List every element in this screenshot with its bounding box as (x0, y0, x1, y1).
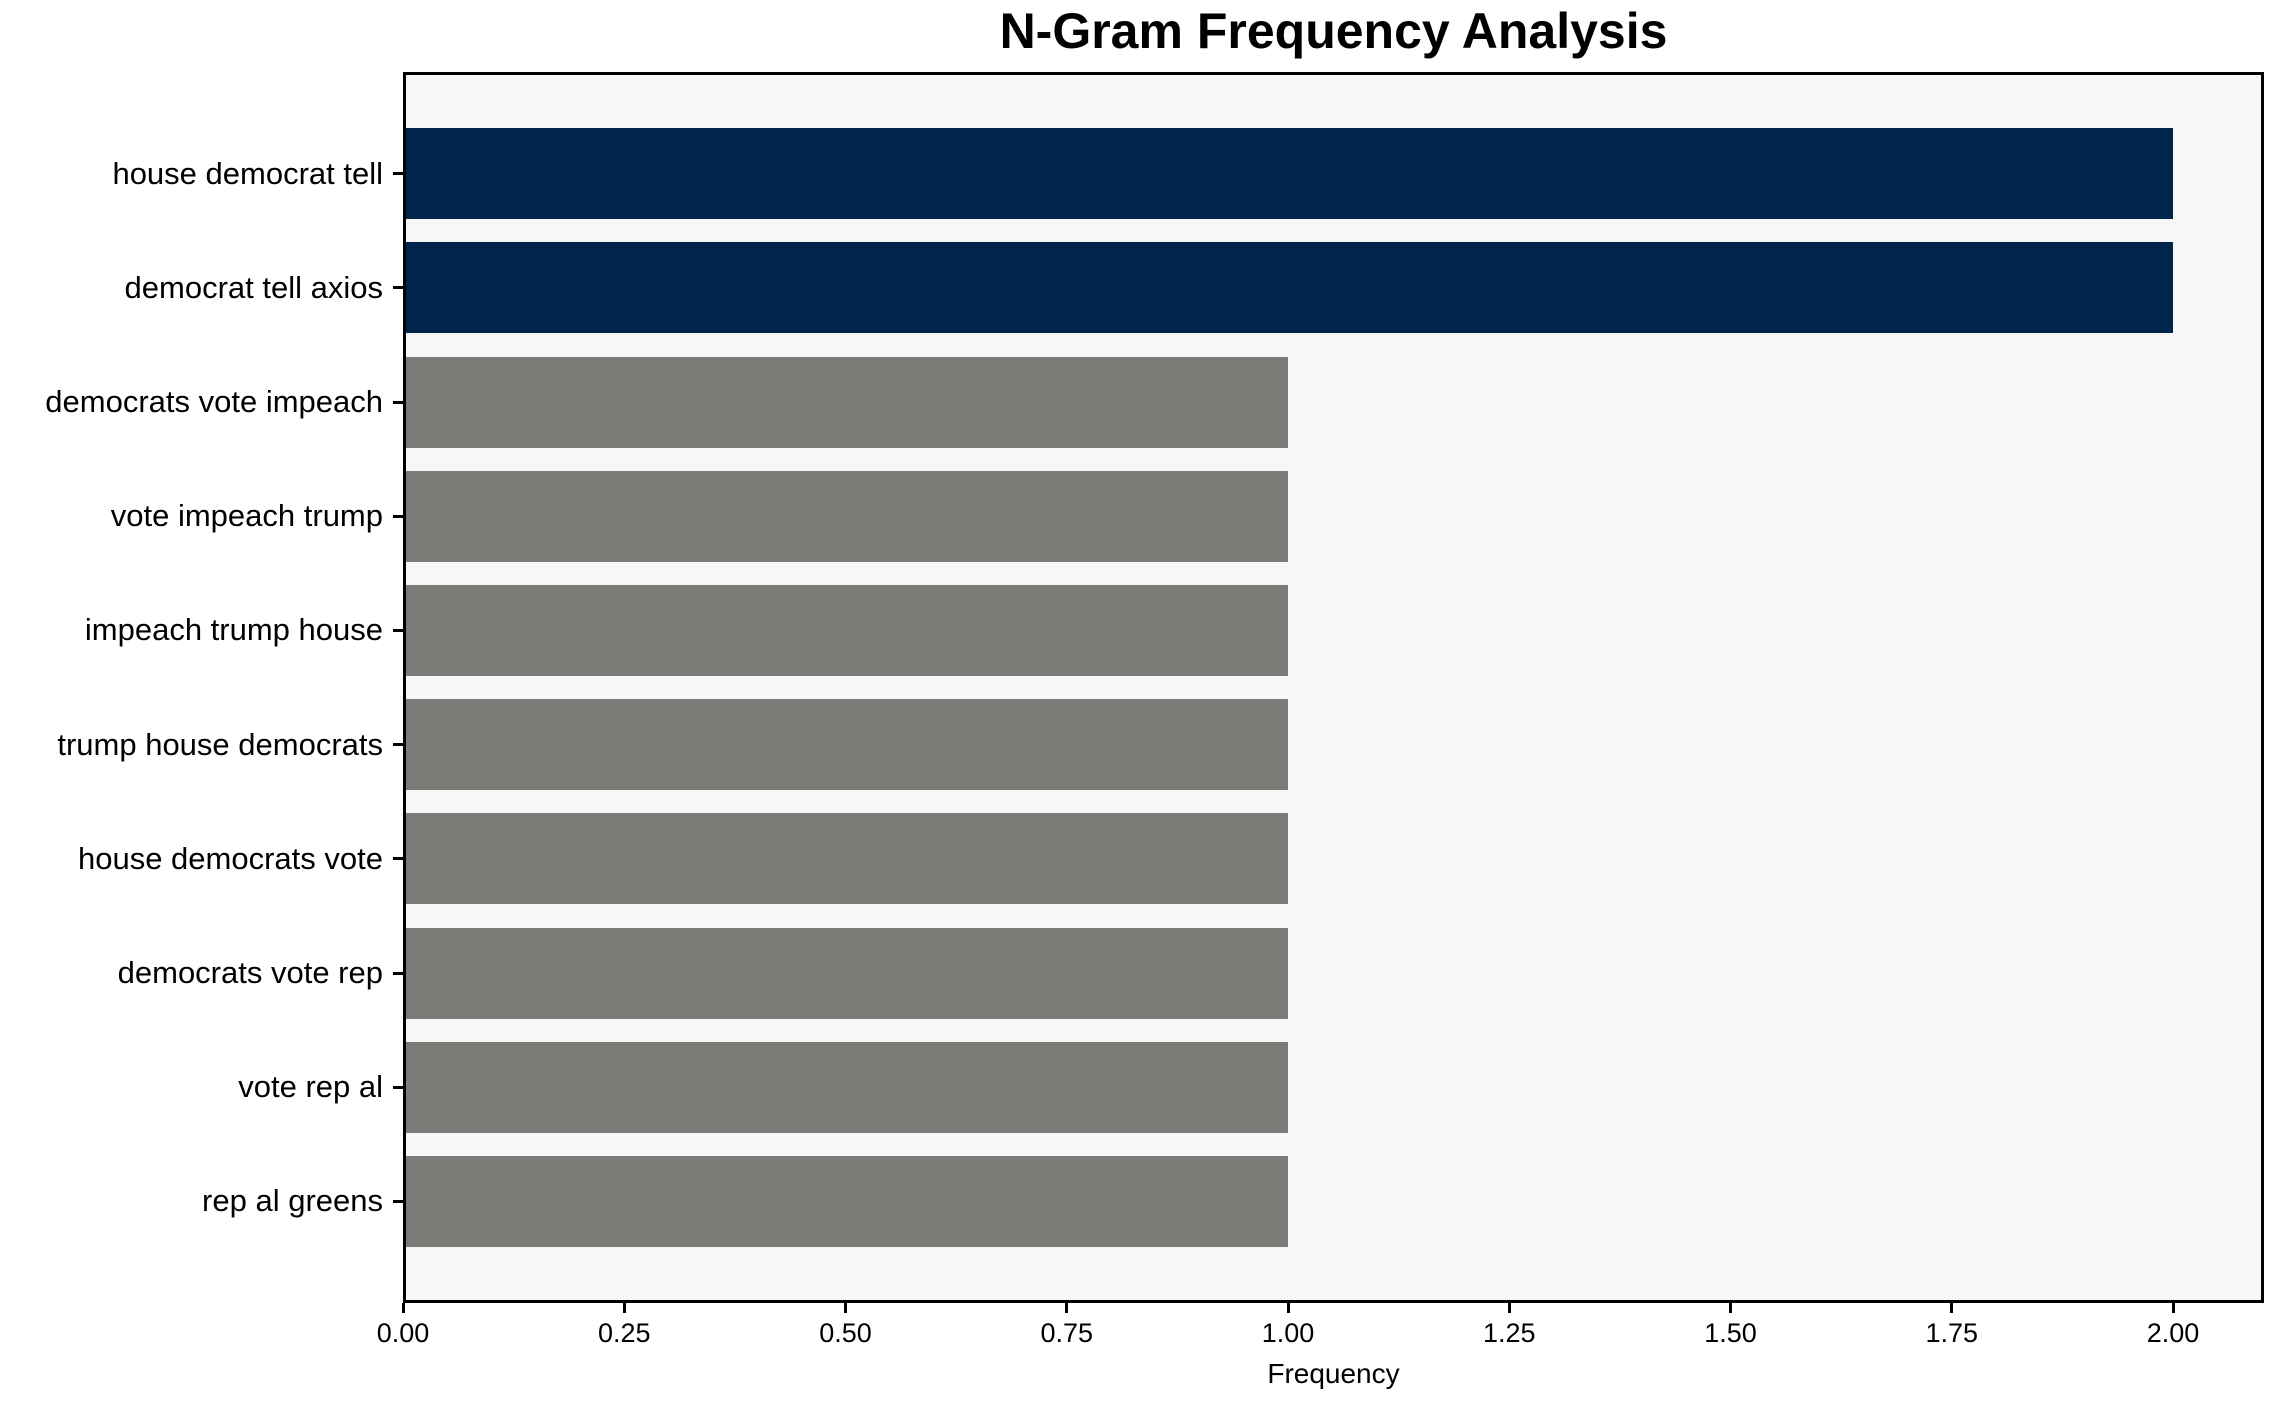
x-tick-mark (1729, 1303, 1732, 1313)
x-tick-label: 1.25 (1482, 1318, 1536, 1348)
x-tick-label: 0.50 (819, 1318, 872, 1348)
x-tick-label: 1.75 (1925, 1318, 1979, 1348)
y-tick-mark (393, 400, 403, 404)
y-tick-mark (393, 1085, 403, 1089)
chart-title: N-Gram Frequency Analysis (999, 3, 1668, 59)
x-tick-mark (401, 1303, 405, 1313)
plot-area (403, 72, 2264, 1303)
y-tick-mark (393, 971, 403, 975)
bar-trump-house-democrats (406, 699, 1288, 791)
bar-house-democrats-vote (406, 813, 1288, 905)
x-tick-label: 1.00 (1261, 1318, 1315, 1348)
y-tick-mark (393, 743, 403, 747)
y-tick-label: vote impeach trump (110, 498, 383, 534)
x-tick-mark (1950, 1303, 1954, 1313)
y-tick-label: house democrats vote (77, 840, 383, 876)
y-tick-mark (393, 1199, 403, 1203)
x-tick-mark (1065, 1303, 1069, 1313)
x-axis-label: Frequency (1267, 1358, 1400, 1389)
bar-impeach-trump-house (406, 584, 1288, 676)
y-tick-mark (393, 628, 403, 632)
y-tick-mark (393, 857, 403, 861)
x-tick-label: 0.75 (1040, 1318, 1094, 1348)
x-tick-label: 0.00 (376, 1318, 430, 1348)
x-tick-mark (622, 1303, 626, 1313)
bar-democrats-vote-rep (406, 927, 1288, 1019)
bar-vote-rep-al (406, 1041, 1288, 1133)
x-tick-mark (1507, 1303, 1511, 1313)
y-tick-label: democrats vote impeach (45, 384, 383, 419)
y-tick-mark (393, 514, 403, 518)
y-tick-mark (393, 172, 403, 176)
bar-house-democrat-tell (406, 128, 2173, 220)
y-tick-mark (393, 286, 403, 290)
y-tick-label: democrat tell axios (124, 269, 383, 305)
x-tick-label: 2.00 (2146, 1318, 2200, 1348)
y-tick-label: impeach trump house (84, 612, 383, 648)
x-tick-mark (1286, 1303, 1290, 1313)
y-tick-label: democrats vote rep (117, 955, 383, 990)
bar-democrat-tell-axios (406, 242, 2173, 334)
x-tick-label: 1.50 (1704, 1318, 1757, 1348)
x-tick-mark (844, 1303, 847, 1313)
bar-vote-impeach-trump (406, 470, 1288, 562)
y-tick-label: rep al greens (202, 1183, 383, 1219)
y-tick-label: vote rep al (238, 1069, 383, 1105)
x-tick-mark (2171, 1303, 2175, 1313)
x-tick-label: 0.25 (597, 1318, 651, 1348)
bar-democrats-vote-impeach (406, 356, 1288, 448)
y-tick-label: house democrat tell (112, 155, 383, 191)
y-tick-label: trump house democrats (57, 726, 383, 762)
bar-rep-al-greens (406, 1155, 1288, 1247)
